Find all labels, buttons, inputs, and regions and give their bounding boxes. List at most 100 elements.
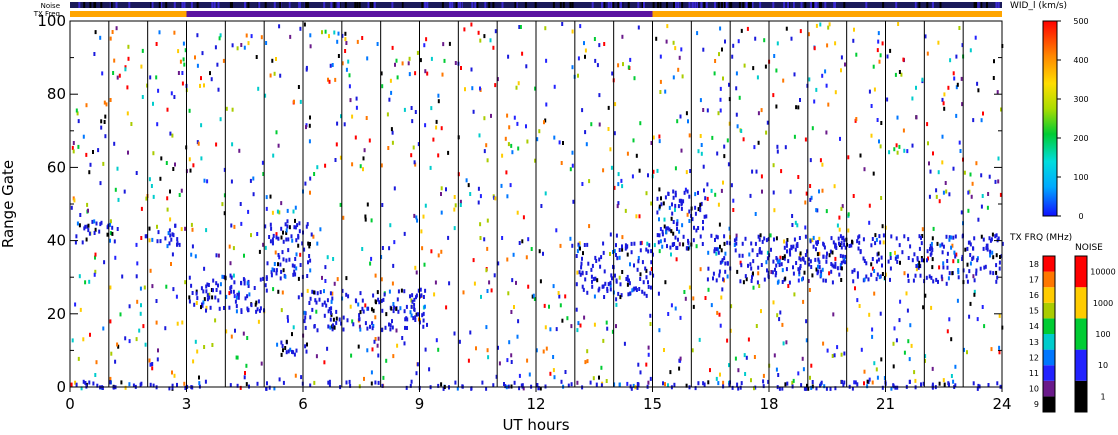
txfreq-colorbar-cell	[1043, 271, 1055, 288]
echo-speckle	[486, 246, 489, 251]
echo-band-cell	[889, 277, 891, 282]
echo-speckle	[249, 178, 252, 183]
echo-band-cell	[991, 250, 994, 255]
echo-band-cell	[717, 247, 720, 252]
echo-speckle	[813, 99, 816, 104]
echo-speckle	[275, 57, 277, 61]
echo-speckle	[364, 214, 367, 219]
echo-speckle	[691, 348, 694, 353]
echo-speckle	[632, 383, 635, 388]
echo-speckle	[526, 139, 529, 144]
echo-band-cell	[936, 241, 939, 246]
echo-speckle	[921, 227, 924, 232]
echo-speckle	[182, 41, 185, 46]
echo-speckle	[387, 146, 390, 150]
echo-speckle	[299, 99, 302, 104]
echo-speckle	[184, 48, 187, 53]
echo-speckle	[408, 72, 411, 77]
echo-speckle	[155, 320, 158, 325]
echo-speckle	[309, 44, 312, 49]
echo-band-cell	[792, 271, 795, 276]
txfreq-colorbar-tick-label: 18	[1029, 260, 1039, 269]
noise-bar-segment	[804, 2, 807, 8]
echo-speckle	[151, 366, 154, 371]
echo-speckle	[742, 137, 745, 142]
echo-band-cell	[702, 381, 705, 386]
echo-speckle	[324, 265, 327, 270]
echo-band-cell	[377, 297, 380, 302]
echo-band-cell	[840, 245, 843, 250]
echo-speckle	[570, 324, 573, 329]
echo-speckle	[194, 254, 197, 259]
echo-band-cell	[212, 278, 215, 283]
echo-speckle	[902, 57, 905, 62]
echo-speckle	[459, 199, 462, 204]
echo-speckle	[414, 265, 417, 270]
echo-speckle	[559, 303, 562, 308]
echo-speckle	[230, 179, 233, 184]
echo-band-cell	[272, 233, 275, 238]
echo-band-cell	[85, 237, 88, 242]
echo-band-cell	[739, 279, 742, 284]
echo-speckle	[265, 41, 268, 45]
echo-speckle	[127, 44, 130, 49]
echo-speckle	[363, 148, 366, 153]
echo-band-cell	[871, 237, 874, 241]
echo-speckle	[200, 76, 202, 81]
echo-speckle	[72, 141, 75, 145]
echo-band-cell	[280, 226, 283, 231]
echo-band-cell	[763, 277, 766, 282]
echo-band-cell	[380, 328, 383, 333]
echo-band-cell	[578, 270, 581, 275]
echo-speckle	[607, 105, 610, 110]
echo-band-cell	[976, 386, 979, 391]
noise-bar-segment	[449, 2, 451, 8]
echo-speckle	[871, 327, 874, 332]
echo-speckle	[663, 217, 666, 222]
echo-speckle	[700, 201, 703, 206]
echo-band-cell	[306, 222, 309, 227]
echo-speckle	[602, 338, 605, 343]
echo-speckle	[706, 182, 709, 187]
echo-speckle	[413, 213, 416, 218]
echo-speckle	[692, 296, 695, 301]
echo-band-cell	[83, 226, 86, 231]
echo-speckle	[221, 202, 224, 207]
echo-band-cell	[931, 265, 934, 270]
echo-band-cell	[492, 383, 495, 388]
echo-band-cell	[788, 280, 791, 285]
echo-speckle	[362, 167, 364, 172]
echo-speckle	[361, 247, 364, 251]
echo-speckle	[281, 290, 284, 295]
noise-bar-segment	[492, 2, 495, 8]
txfreq-colorbar-cell	[1043, 396, 1055, 412]
echo-band-cell	[840, 266, 843, 271]
x-tick-label: 18	[759, 395, 778, 413]
echo-speckle	[392, 263, 395, 268]
echo-speckle	[968, 189, 971, 194]
echo-band-cell	[786, 381, 789, 386]
echo-speckle	[194, 339, 197, 344]
echo-speckle	[188, 157, 191, 162]
echo-band-cell	[661, 229, 664, 234]
echo-band-cell	[426, 322, 428, 327]
echo-speckle	[506, 113, 509, 118]
echo-speckle	[738, 95, 741, 100]
echo-band-cell	[844, 245, 847, 250]
echo-speckle	[956, 82, 959, 87]
echo-speckle	[816, 208, 819, 213]
echo-band-cell	[597, 288, 600, 293]
noise-bar-segment	[810, 2, 813, 8]
echo-band-cell	[393, 305, 396, 310]
echo-band-cell	[916, 256, 919, 261]
echo-speckle	[79, 213, 82, 217]
echo-band-cell	[629, 291, 632, 296]
echo-band-cell	[735, 236, 738, 241]
echo-speckle	[754, 212, 757, 216]
echo-band-cell	[702, 220, 704, 224]
noise-bar-segment	[627, 2, 630, 8]
echo-speckle	[559, 243, 562, 248]
echo-band-cell	[633, 286, 636, 291]
echo-band-cell	[840, 260, 843, 265]
echo-band-cell	[972, 381, 975, 386]
